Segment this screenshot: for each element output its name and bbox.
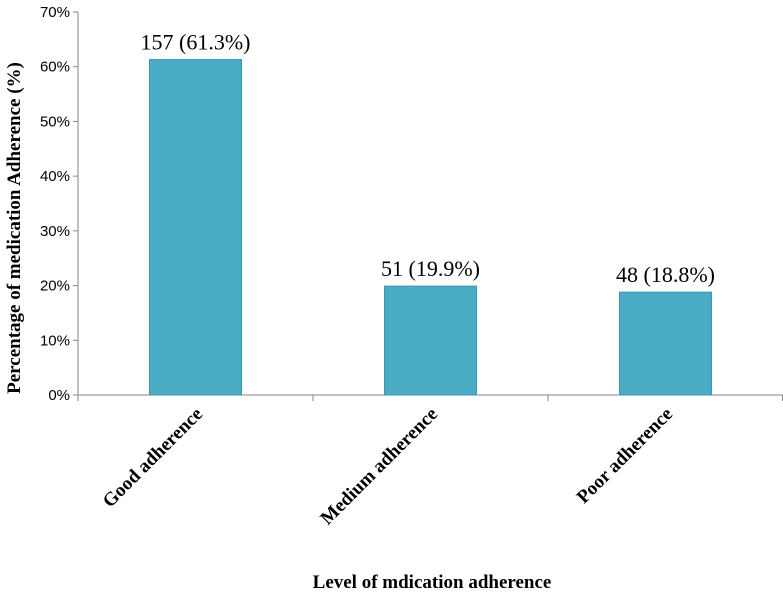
y-tick-label: 10% [40,332,70,349]
y-axis-title: Percentage of medication Adherence (%) [4,62,25,394]
y-tick-label: 20% [40,278,70,295]
bar [384,285,477,396]
y-tick-label: 60% [40,59,70,76]
y-axis: 0% 10% 20% 30% 40% 50% 60% 70% [40,4,79,404]
x-axis-title: Level of mdication adherence [313,572,552,593]
bar [149,59,242,396]
category-label: Poor adherence [573,404,677,508]
x-axis [77,394,783,401]
data-labels: 157 (61.3%) 51 (19.9%) 48 (18.8%) [141,30,715,288]
data-label: 48 (18.8%) [616,262,715,287]
bar [619,291,712,396]
bars [149,59,712,396]
y-tick-label: 40% [40,168,70,185]
y-tick-label: 70% [40,4,70,21]
data-label: 157 (61.3%) [141,30,251,55]
y-tick-label: 50% [40,113,70,130]
y-tick-label: 0% [48,387,70,404]
data-label: 51 (19.9%) [381,256,480,281]
category-labels: Good adherence Medium adherence Poor adher… [99,404,677,529]
category-label: Good adherence [99,404,207,512]
category-label: Medium adherence [317,404,442,529]
y-tick-label: 30% [40,223,70,240]
